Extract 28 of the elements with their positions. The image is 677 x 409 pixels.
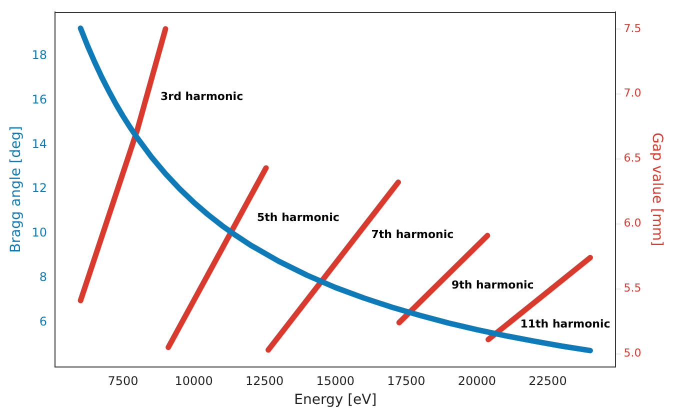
series-label: 3rd harmonic <box>160 90 244 103</box>
series-label: 5th harmonic <box>257 210 340 224</box>
x-tick-label: 22500 <box>528 374 567 388</box>
y2-tick-label: 6.5 <box>624 152 642 165</box>
x-tick-label: 17500 <box>387 374 426 388</box>
y2-tick-label: 6.0 <box>624 216 642 230</box>
series-label: 9th harmonic <box>451 278 534 292</box>
series-label: 7th harmonic <box>371 228 454 242</box>
y-tick-label: 16 <box>32 92 48 106</box>
y-axis-title: Bragg angle [deg] <box>8 126 24 253</box>
y-tick-label: 8 <box>39 270 48 284</box>
y-tick-label: 10 <box>32 226 48 240</box>
y-tick-label: 12 <box>32 181 48 196</box>
x-tick-label: 15000 <box>316 374 354 388</box>
y2-tick-label: 7.0 <box>624 86 642 100</box>
series-label: 11th harmonic <box>520 317 610 330</box>
x-axis-title: Energy [eV] <box>294 392 377 408</box>
x-tick-label: 12500 <box>246 374 284 388</box>
y-tick-label: 6 <box>39 314 48 328</box>
x-tick-label: 20000 <box>458 374 496 388</box>
x-tick-label: 7500 <box>108 374 138 388</box>
y-tick-label: 14 <box>32 136 48 151</box>
x-tick-label: 10000 <box>174 374 213 388</box>
y2-axis-title: Gap value [mm] <box>648 132 665 246</box>
y-tick-label: 18 <box>32 48 48 62</box>
y2-tick-label: 7.5 <box>624 22 642 35</box>
y2-tick-label: 5.0 <box>624 346 642 360</box>
y2-tick-label: 5.5 <box>624 282 642 295</box>
